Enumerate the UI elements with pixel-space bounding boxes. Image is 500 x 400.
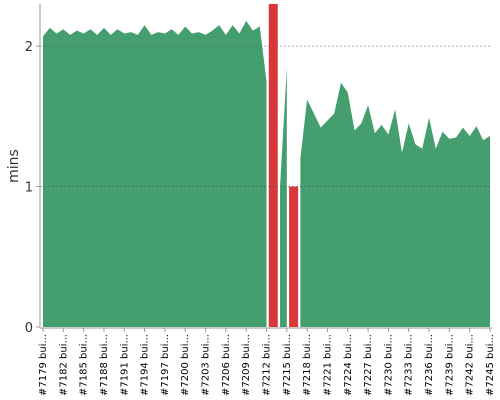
y-tick-label: 1 bbox=[25, 181, 33, 196]
x-tick-label: #7185 bui... bbox=[79, 334, 90, 396]
x-tick-label: #7215 bui... bbox=[282, 334, 293, 396]
x-tick-label: #7236 bui... bbox=[424, 334, 435, 396]
y-axis-label: mins bbox=[6, 149, 22, 183]
x-tick-label: #7224 bui... bbox=[343, 334, 354, 396]
area bbox=[280, 67, 287, 328]
x-tick-label: #7239 bui... bbox=[444, 334, 455, 396]
x-tick-label: #7206 bui... bbox=[221, 334, 232, 396]
x-tick-label: #7179 bui... bbox=[38, 334, 49, 396]
x-tick-label: #7218 bui... bbox=[302, 334, 313, 396]
y-tick-label: 0 bbox=[25, 321, 33, 336]
x-tick-label: #7194 bui... bbox=[140, 334, 151, 396]
area bbox=[300, 82, 490, 327]
x-tick-label: #7203 bui... bbox=[201, 334, 212, 396]
x-tick-label: #7233 bui... bbox=[404, 334, 415, 396]
x-tick-label: #7200 bui... bbox=[180, 334, 191, 396]
x-tick-label: #7188 bui... bbox=[99, 334, 110, 396]
x-tick-label: #7197 bui... bbox=[160, 334, 171, 396]
area bbox=[43, 20, 267, 328]
failed-build-bar bbox=[289, 186, 299, 327]
x-tick-label: #7191 bui... bbox=[119, 334, 130, 396]
y-tick-label: 2 bbox=[25, 40, 33, 55]
x-tick-label: #7242 bui... bbox=[465, 334, 476, 396]
x-tick-label: #7245 bui... bbox=[485, 334, 496, 396]
failed-build-bar bbox=[268, 4, 278, 327]
x-tick-label: #7227 bui... bbox=[363, 334, 374, 396]
x-tick-label: #7209 bui... bbox=[241, 334, 252, 396]
x-tick-label: #7221 bui... bbox=[322, 334, 333, 396]
x-tick-label: #7230 bui... bbox=[383, 334, 394, 396]
x-tick-label: #7212 bui... bbox=[262, 334, 273, 396]
x-tick-label: #7182 bui... bbox=[58, 334, 69, 396]
